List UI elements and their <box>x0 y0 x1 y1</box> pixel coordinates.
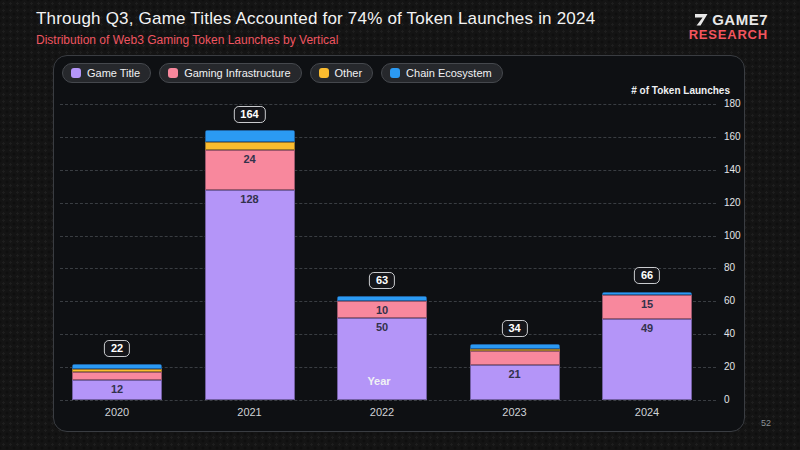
segment-value-label: 49 <box>602 322 692 334</box>
page-subtitle: Distribution of Web3 Gaming Token Launch… <box>36 33 595 47</box>
y-tick-label-160: 160 <box>724 131 741 142</box>
logo-name: GAME7 <box>712 12 768 28</box>
legend-label: Chain Ecosystem <box>406 67 492 79</box>
game7-research-logo: GAME7 RESEARCH <box>689 12 768 41</box>
bar-total-badge-2023: 34 <box>501 320 527 337</box>
legend-swatch-icon <box>71 68 81 78</box>
bar-segment-chain-ecosystem <box>205 130 295 142</box>
y-axis-title: # of Token Launches <box>631 85 730 96</box>
bar-segment-game-title: 12 <box>72 380 162 400</box>
chart-card: Game Title Gaming Infrastructure Other Chai… <box>53 55 745 432</box>
game7-mark-icon <box>695 13 708 26</box>
bar-segment-chain-ecosystem <box>72 364 162 369</box>
x-tick-label-2021: 2021 <box>237 406 261 418</box>
bar-total-badge-2024: 66 <box>634 267 660 284</box>
gridline-80 <box>60 268 716 269</box>
chart-legend: Game Title Gaming Infrastructure Other Chai… <box>62 63 503 83</box>
y-tick-label-180: 180 <box>724 98 741 109</box>
legend-item-gaming-infrastructure[interactable]: Gaming Infrastructure <box>159 63 301 83</box>
gridline-120 <box>60 203 716 204</box>
bar-segment-gaming-infrastructure: 10 <box>337 301 427 317</box>
bar-segment-other <box>205 142 295 150</box>
legend-item-game-title[interactable]: Game Title <box>62 63 151 83</box>
bar-segment-gaming-infrastructure <box>470 351 560 366</box>
plot-area: 0204060801001201401601801222202012824164… <box>60 104 710 400</box>
y-tick-label-0: 0 <box>724 394 730 405</box>
header: Through Q3, Game Titles Accounted for 74… <box>36 9 595 47</box>
x-tick-label-2022: 2022 <box>370 406 394 418</box>
y-tick-label-20: 20 <box>724 361 735 372</box>
y-tick-label-60: 60 <box>724 295 735 306</box>
page-title: Through Q3, Game Titles Accounted for 74… <box>36 9 595 29</box>
bar-segment-gaming-infrastructure: 24 <box>205 150 295 189</box>
x-tick-label-2023: 2023 <box>502 406 526 418</box>
bar-segment-other <box>72 369 162 372</box>
segment-value-label: 12 <box>72 383 162 395</box>
bar-group-2023: 21 <box>470 344 560 400</box>
logo-sub: RESEARCH <box>689 28 768 42</box>
bar-segment-gaming-infrastructure: 15 <box>602 295 692 320</box>
x-tick-label-2020: 2020 <box>105 406 129 418</box>
legend-swatch-icon <box>319 68 329 78</box>
y-tick-label-100: 100 <box>724 229 741 240</box>
bar-total-badge-2021: 164 <box>233 106 265 123</box>
segment-value-label: 21 <box>470 368 560 380</box>
bar-group-2020: 12 <box>72 364 162 400</box>
bar-group-2021: 128 24 <box>205 130 295 400</box>
segment-value-label: 15 <box>602 298 692 310</box>
x-axis-title: Year <box>367 375 390 387</box>
bar-segment-chain-ecosystem <box>337 296 427 301</box>
legend-swatch-icon <box>390 68 400 78</box>
bar-segment-chain-ecosystem <box>602 292 692 295</box>
gridline-0 <box>60 400 716 401</box>
segment-value-label: 24 <box>205 153 295 165</box>
legend-item-chain-ecosystem[interactable]: Chain Ecosystem <box>381 63 503 83</box>
legend-label: Gaming Infrastructure <box>184 67 290 79</box>
bar-total-badge-2020: 22 <box>104 340 130 357</box>
bar-total-badge-2022: 63 <box>369 272 395 289</box>
bar-segment-game-title: 21 <box>470 365 560 400</box>
segment-value-label: 128 <box>205 193 295 205</box>
gridline-180 <box>60 104 716 105</box>
gridline-160 <box>60 137 716 138</box>
y-tick-label-40: 40 <box>724 328 735 339</box>
y-tick-label-80: 80 <box>724 262 735 273</box>
legend-label: Game Title <box>87 67 140 79</box>
bar-segment-game-title: 128 <box>205 190 295 400</box>
gridline-100 <box>60 236 716 237</box>
y-tick-label-140: 140 <box>724 164 741 175</box>
bar-segment-game-title: 49 <box>602 319 692 400</box>
segment-value-label: 10 <box>337 304 427 316</box>
segment-value-label: 50 <box>337 321 427 333</box>
legend-swatch-icon <box>168 68 178 78</box>
x-tick-label-2024: 2024 <box>635 406 659 418</box>
bar-group-2024: 49 15 <box>602 292 692 401</box>
page-number: 52 <box>761 418 771 428</box>
bar-segment-other <box>470 349 560 351</box>
gridline-140 <box>60 170 716 171</box>
legend-label: Other <box>335 67 363 79</box>
bar-segment-chain-ecosystem <box>470 344 560 349</box>
legend-item-other[interactable]: Other <box>310 63 374 83</box>
y-tick-label-120: 120 <box>724 197 741 208</box>
bar-segment-gaming-infrastructure <box>72 372 162 380</box>
bar-segment-game-title: 50 <box>337 318 427 400</box>
